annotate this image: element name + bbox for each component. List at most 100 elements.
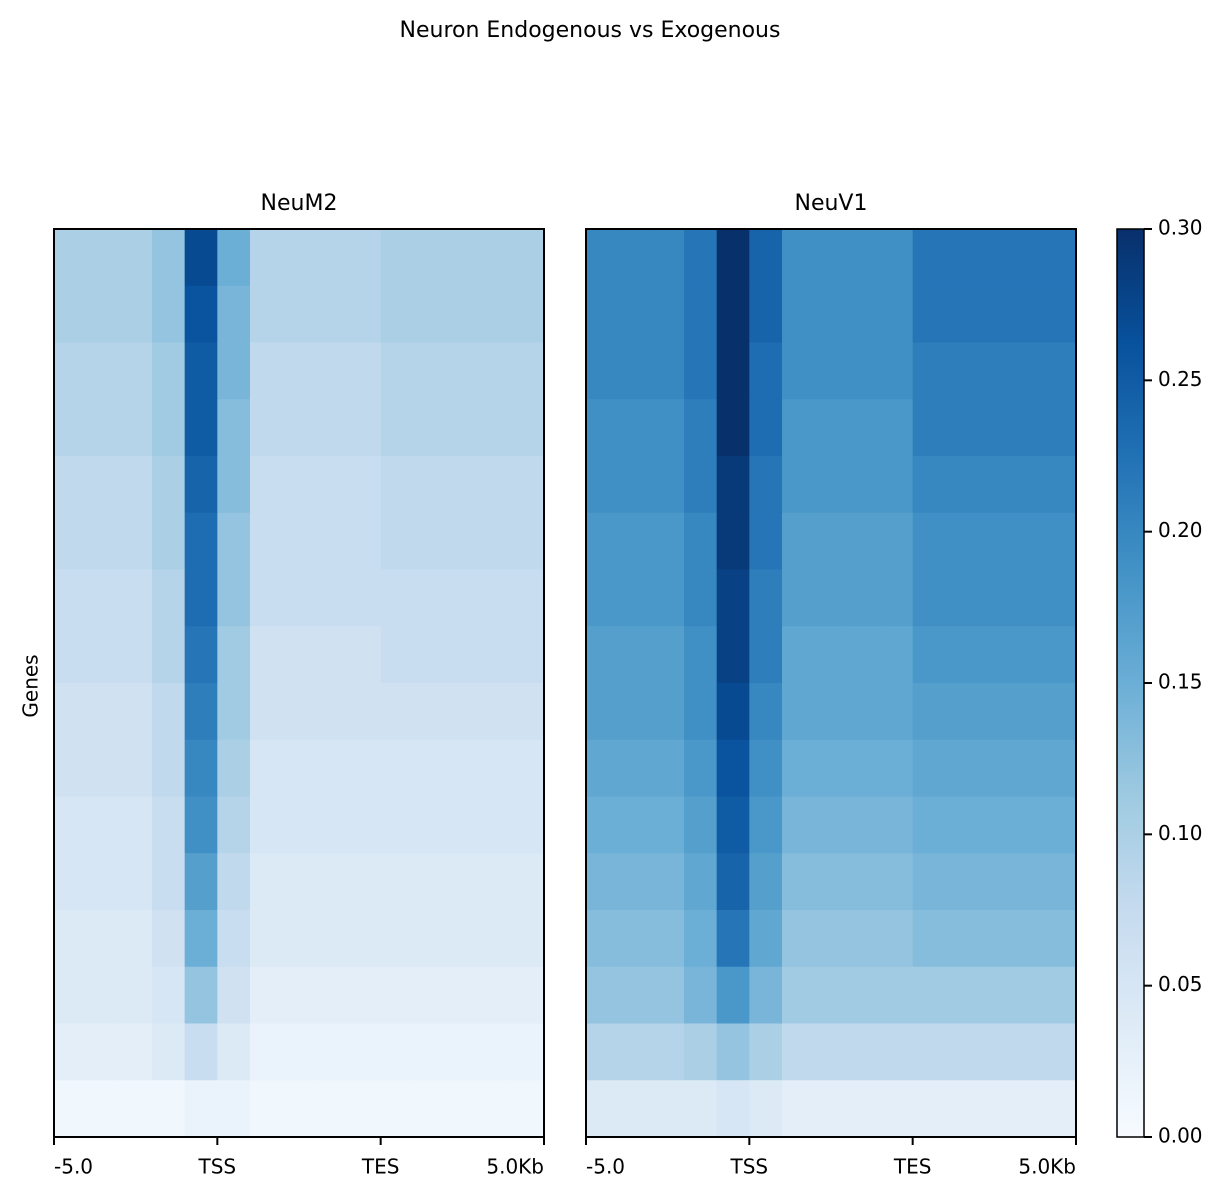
heat-cell [250,456,284,514]
heat-cell [716,399,750,457]
heat-cell [446,910,480,968]
heat-cell [348,399,382,457]
heat-cell [651,342,685,400]
heat-cell [880,683,914,741]
heat-cell [716,285,750,343]
heat-cell [912,626,946,684]
heat-cell [250,910,284,968]
heat-cell [1010,229,1044,287]
heat-cell [782,399,816,457]
heat-cell [86,512,120,570]
heat-cell [1043,399,1077,457]
heat-cell [618,1023,652,1081]
heat-cell [880,966,914,1024]
heat-cell [348,966,382,1024]
heat-cell [847,853,881,911]
heat-cell [684,569,718,627]
heat-cell [749,966,783,1024]
heat-cell [413,399,447,457]
heat-cell [912,285,946,343]
heat-cell [586,1023,620,1081]
heat-cell [716,683,750,741]
heat-cell [119,1080,153,1138]
heat-cell [618,966,652,1024]
heat-cell [54,399,88,457]
heat-cell [586,796,620,854]
heat-cell [413,910,447,968]
heat-cell [282,399,316,457]
heat-cell [217,285,251,343]
heat-cell [86,399,120,457]
heat-cell [945,683,979,741]
heat-cell [684,910,718,968]
heat-cell [413,229,447,287]
heat-cell [586,342,620,400]
heat-cell [586,229,620,287]
heat-cell [782,285,816,343]
heat-cell [1043,229,1077,287]
heat-cell [119,966,153,1024]
heat-cell [478,456,512,514]
heat-cell [152,739,186,797]
heat-cell [978,910,1012,968]
heat-cell [413,1023,447,1081]
heat-cell [250,285,284,343]
heat-cell [684,1080,718,1138]
heat-cell [86,853,120,911]
heat-cell [511,512,545,570]
heat-cell [86,285,120,343]
heat-cell [1043,1080,1077,1138]
heat-cell [348,1080,382,1138]
heat-cell [651,285,685,343]
heat-cell [586,966,620,1024]
heat-cell [1010,683,1044,741]
heat-cell [651,1023,685,1081]
heat-cell [184,569,218,627]
heat-cell [315,512,349,570]
heat-cell [880,569,914,627]
heat-cell [814,342,848,400]
heat-cell [749,285,783,343]
heat-cell [782,626,816,684]
heat-cell [380,910,414,968]
heat-cell [749,569,783,627]
heat-cell [250,626,284,684]
heat-cell [282,910,316,968]
heat-cell [782,910,816,968]
heat-cell [912,512,946,570]
heat-cell [814,512,848,570]
heat-cell [716,1080,750,1138]
heat-cell [847,683,881,741]
heat-cell [511,229,545,287]
heat-cell [1043,285,1077,343]
heat-cell [1043,626,1077,684]
heat-cell [119,739,153,797]
chart-title: Neuron Endogenous vs Exogenous [400,18,781,43]
heat-cell [446,796,480,854]
heat-cell [282,229,316,287]
heat-cell [749,910,783,968]
heat-cell [618,910,652,968]
heat-cell [446,512,480,570]
heat-cell [250,1080,284,1138]
heat-cell [478,512,512,570]
heat-cell [684,285,718,343]
heat-cell [413,853,447,911]
heat-cell [446,1080,480,1138]
heat-cell [119,285,153,343]
heat-cell [814,1023,848,1081]
heat-cell [54,853,88,911]
heat-cell [1043,569,1077,627]
heat-cell [446,285,480,343]
heat-cell [684,342,718,400]
heat-cell [1010,456,1044,514]
heat-cell [586,683,620,741]
heat-cell [348,456,382,514]
heat-cell [119,512,153,570]
heat-cell [478,739,512,797]
heat-cell [119,683,153,741]
heat-cell [945,399,979,457]
heat-cell [945,966,979,1024]
heat-cell [282,285,316,343]
